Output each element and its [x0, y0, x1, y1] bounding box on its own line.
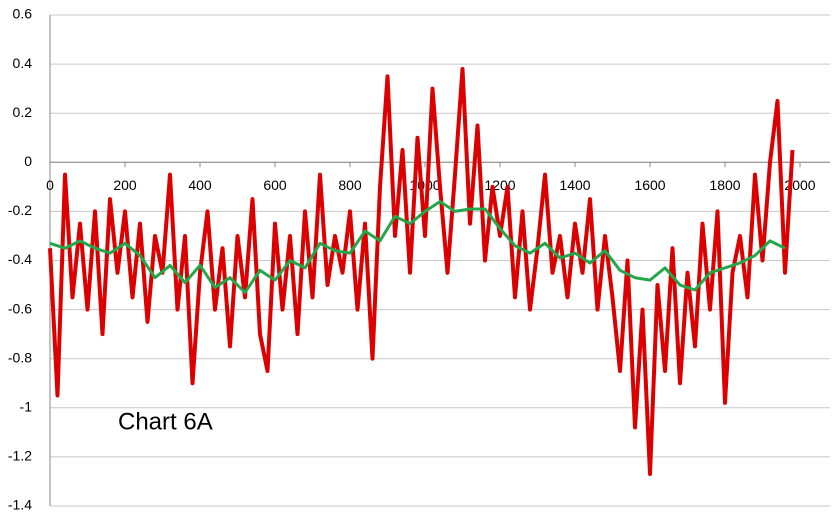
y-tick-label: -0.4 [8, 251, 32, 267]
y-tick-label: 0.2 [13, 104, 33, 120]
x-tick-label: 0 [46, 177, 54, 193]
y-tick-label: -1 [20, 399, 33, 415]
y-tick-label: -0.2 [8, 202, 32, 218]
x-tick-label: 1000 [409, 177, 440, 193]
x-tick-label: 1400 [559, 177, 590, 193]
annotation: Chart 6A [118, 408, 213, 435]
x-tick-label: 800 [338, 177, 362, 193]
x-tick-label: 600 [263, 177, 287, 193]
y-tick-label: 0.6 [13, 6, 33, 22]
y-tick-label: -0.8 [8, 349, 32, 365]
series-line [49, 200, 786, 294]
series-line [48, 67, 795, 477]
x-tick-label: 1600 [634, 177, 665, 193]
x-tick-label: 200 [113, 177, 137, 193]
y-tick-label: -1.4 [8, 497, 32, 513]
y-tick-label: 0.4 [13, 55, 33, 71]
y-tick-label: 0 [24, 153, 32, 169]
x-tick-label: 400 [188, 177, 212, 193]
y-tick-label: -0.6 [8, 300, 32, 316]
x-tick-label: 1200 [484, 177, 515, 193]
y-tick-label: -1.2 [8, 448, 32, 464]
x-tick-label: 1800 [709, 177, 740, 193]
